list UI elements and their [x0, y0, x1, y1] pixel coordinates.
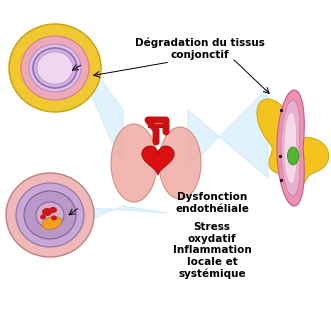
Polygon shape [83, 60, 123, 168]
Text: Dégradation du tissus
conjonctif: Dégradation du tissus conjonctif [135, 38, 265, 60]
Ellipse shape [21, 36, 89, 100]
Ellipse shape [36, 202, 64, 228]
Ellipse shape [29, 44, 81, 92]
Text: Dysfonction
endothéliale: Dysfonction endothéliale [175, 192, 249, 214]
Text: Stress
oxydatif: Stress oxydatif [188, 222, 236, 243]
Ellipse shape [33, 48, 77, 88]
Ellipse shape [51, 215, 57, 220]
Polygon shape [188, 88, 268, 178]
Ellipse shape [40, 215, 46, 220]
Polygon shape [284, 112, 296, 184]
Text: Inflammation
locale et
systémique: Inflammation locale et systémique [173, 245, 251, 279]
Ellipse shape [159, 127, 201, 199]
Ellipse shape [24, 191, 76, 239]
Ellipse shape [288, 147, 299, 165]
Polygon shape [257, 99, 329, 192]
Ellipse shape [42, 208, 52, 216]
Ellipse shape [37, 52, 73, 84]
Polygon shape [78, 206, 168, 223]
Ellipse shape [42, 217, 62, 229]
Ellipse shape [9, 24, 101, 112]
Ellipse shape [6, 173, 94, 257]
Ellipse shape [49, 207, 57, 213]
Ellipse shape [111, 124, 157, 202]
Polygon shape [281, 100, 300, 196]
Polygon shape [277, 90, 304, 206]
Ellipse shape [16, 183, 84, 247]
Polygon shape [142, 146, 174, 175]
